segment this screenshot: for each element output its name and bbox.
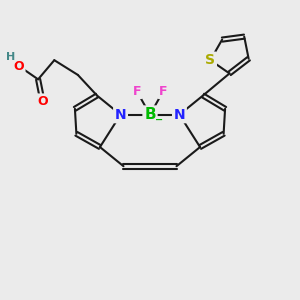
Text: N: N [174, 108, 185, 122]
Text: F: F [133, 85, 141, 98]
Text: H: H [6, 52, 15, 62]
Text: O: O [14, 60, 24, 73]
Text: S: S [206, 53, 215, 67]
Text: F: F [159, 85, 167, 98]
Text: N: N [115, 108, 126, 122]
Text: O: O [37, 95, 48, 108]
Text: −: − [155, 115, 163, 125]
Text: B: B [144, 107, 156, 122]
